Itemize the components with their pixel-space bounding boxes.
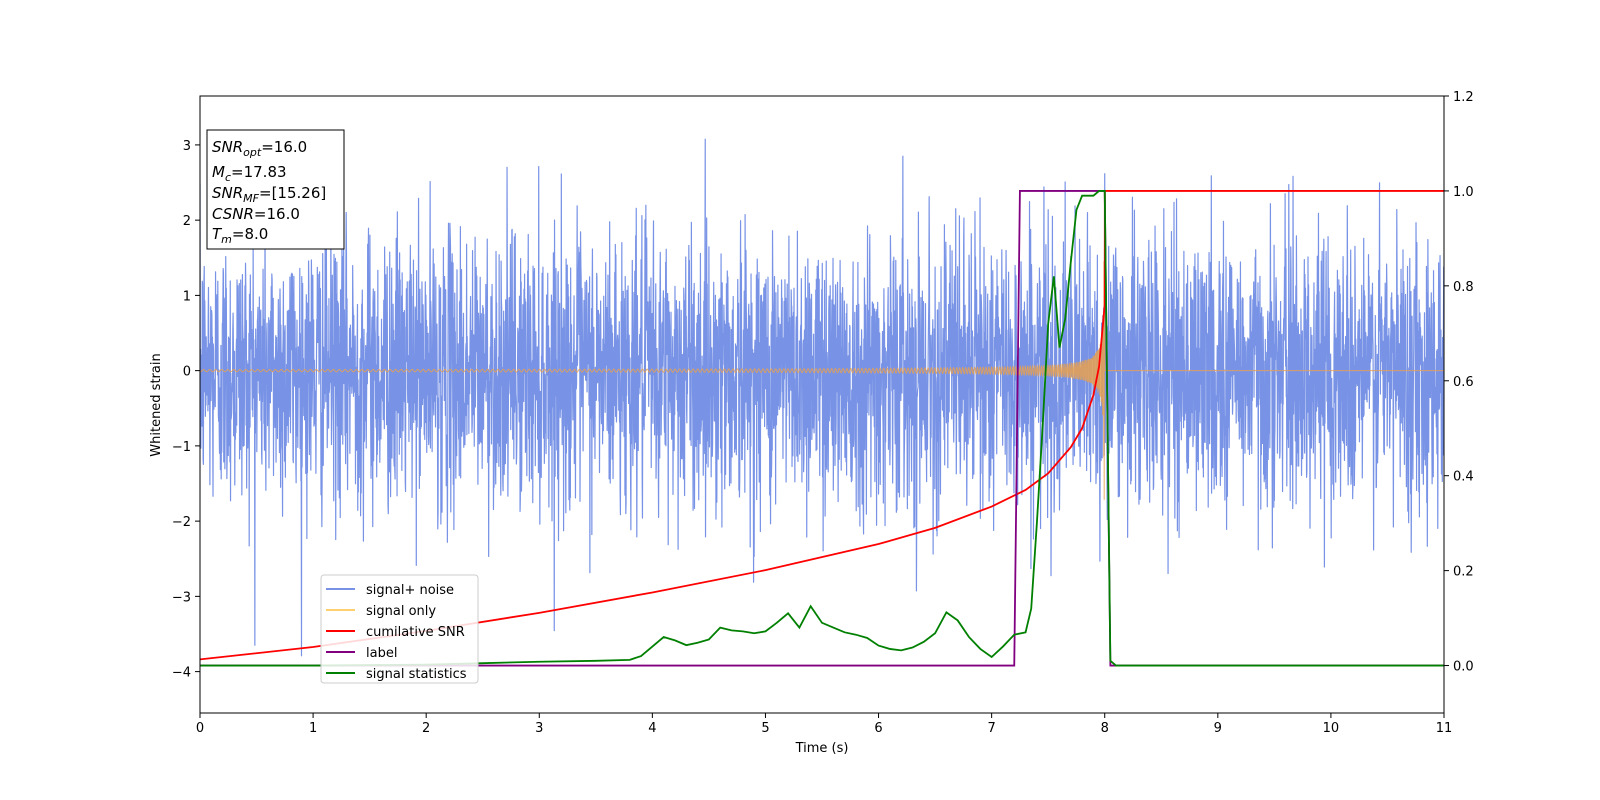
- info-csnr: CSNR=16.0: [212, 205, 300, 223]
- legend-label: label: [366, 646, 397, 661]
- y-left-tick-label: −2: [172, 515, 191, 530]
- plot-frame: [199, 95, 1445, 714]
- y-right-tick-label: 0.0: [1453, 660, 1474, 675]
- x-axis-label: Time (s): [795, 741, 849, 756]
- y-axis-label: Whitened strain: [149, 353, 164, 456]
- x-tick-label: 6: [874, 721, 882, 736]
- series-cumulative-snr: [200, 190, 1444, 661]
- x-tick-label: 4: [648, 721, 656, 736]
- series-signal-only: [200, 261, 1444, 500]
- y-left-tick-label: 3: [183, 139, 191, 154]
- legend-label: signal+ noise: [366, 583, 454, 598]
- info-snr-opt: SNRopt=16.0: [212, 138, 307, 159]
- info-merger-time: Tm=8.0: [212, 225, 268, 246]
- y-left-tick-label: 2: [183, 214, 191, 229]
- x-tick-label: 7: [987, 721, 995, 736]
- x-tick-label: 1: [309, 721, 317, 736]
- legend-label: signal only: [366, 604, 436, 619]
- y-right-tick-label: 0.4: [1453, 470, 1474, 485]
- y-left-tick-label: 0: [183, 365, 191, 380]
- y-right-tick-label: 0.2: [1453, 565, 1474, 580]
- legend-label: signal statistics: [366, 667, 467, 682]
- legend: signal+ noise signal only cumilative SNR la…: [320, 574, 479, 684]
- info-box: SNRopt=16.0 Mc=17.83 SNRMF=[15.26] CSNR=…: [206, 129, 345, 250]
- x-tick-label: 3: [535, 721, 543, 736]
- legend-label: cumilative SNR: [366, 625, 465, 640]
- x-tick-label: 5: [761, 721, 769, 736]
- x-tick-label: 10: [1323, 721, 1340, 736]
- x-tick-label: 2: [422, 721, 430, 736]
- y-left-tick-label: 1: [183, 289, 191, 304]
- y-axis-right: 0.0 0.2 0.4 0.6 0.8 1.0 1.2: [1444, 90, 1474, 675]
- y-right-tick-label: 0.8: [1453, 280, 1474, 295]
- x-tick-label: 0: [196, 721, 204, 736]
- y-right-tick-label: 0.6: [1453, 375, 1474, 390]
- info-snr-mf: SNRMF=[15.26]: [212, 184, 326, 205]
- x-tick-label: 8: [1101, 721, 1109, 736]
- series-signal-statistics: [200, 190, 1444, 667]
- x-tick-label: 11: [1436, 721, 1453, 736]
- y-left-tick-label: −4: [172, 666, 191, 681]
- y-left-tick-label: −1: [172, 440, 191, 455]
- info-chirp-mass: Mc=17.83: [212, 163, 287, 184]
- info-box-frame: [206, 129, 345, 250]
- y-left-tick-label: −3: [172, 590, 191, 605]
- x-tick-label: 9: [1214, 721, 1222, 736]
- plot-area: [200, 138, 1444, 667]
- legend-frame: [320, 574, 479, 684]
- x-axis: 0 1 2 3 4 5 6 7 8 9 10 11: [196, 713, 1452, 736]
- y-right-tick-label: 1.0: [1453, 185, 1474, 200]
- y-axis-left: −4 −3 −2 −1 0 1 2 3: [172, 139, 200, 681]
- y-right-tick-label: 1.2: [1453, 90, 1474, 105]
